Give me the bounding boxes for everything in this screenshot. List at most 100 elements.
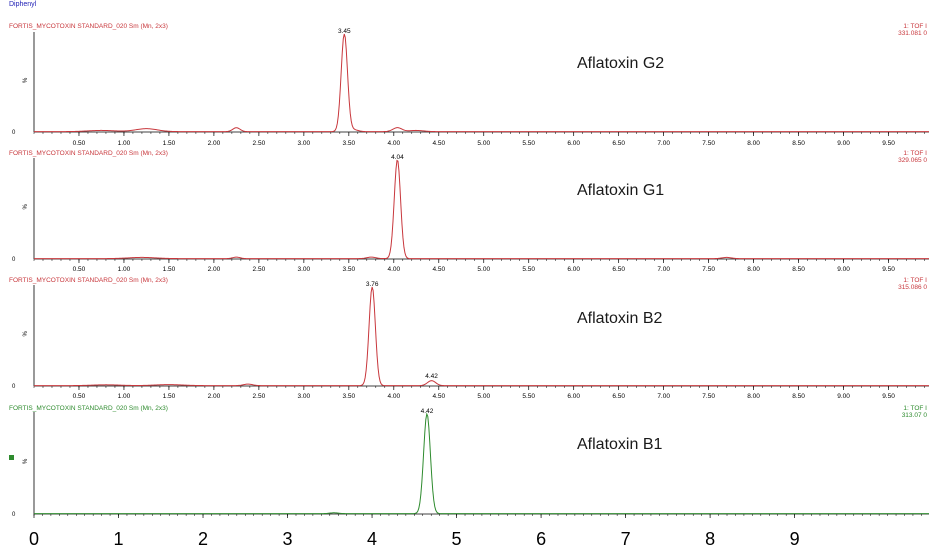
y-zero-label: 0 (12, 512, 16, 518)
y-axis-label: % (23, 77, 29, 83)
chromatogram-trace (34, 33, 929, 133)
x-tick-label: 1.00 (118, 393, 131, 400)
x-tick-label: 3.00 (298, 266, 311, 273)
x-tick-label: 6.00 (567, 266, 580, 273)
x-tick-label: 0 (29, 529, 39, 546)
x-tick-label: 3.00 (298, 393, 311, 400)
compound-annotation: Aflatoxin G1 (577, 182, 664, 199)
x-tick-label: 7 (621, 529, 631, 546)
peak-label: 3.76 (366, 281, 379, 288)
x-tick-label: 2.50 (253, 140, 266, 147)
x-tick-label: 3.50 (342, 140, 355, 147)
x-tick-label: 4.00 (387, 140, 400, 147)
series-marker (9, 455, 14, 460)
detector-label: 1: TOF I (903, 23, 927, 30)
x-tick-label: 5.50 (522, 140, 535, 147)
x-tick-label: 3 (283, 529, 293, 546)
peak-label: 4.42 (421, 408, 434, 415)
y-zero-label: 0 (12, 257, 16, 263)
detector-label: 1: TOF I (903, 277, 927, 284)
x-tick-label: 9.00 (837, 266, 850, 273)
x-tick-label: 5.50 (522, 393, 535, 400)
x-tick-label: 1.50 (163, 266, 176, 273)
x-tick-label: 4.50 (432, 140, 445, 147)
x-tick-label: 7.00 (657, 140, 670, 147)
x-tick-label: 8.00 (747, 140, 760, 147)
x-tick-label: 6.00 (567, 393, 580, 400)
x-tick-label: 7.00 (657, 393, 670, 400)
x-tick-label: 9.50 (882, 266, 895, 273)
x-tick-label: 4.00 (387, 266, 400, 273)
x-tick-label: 4.50 (432, 266, 445, 273)
x-tick-label: 1.50 (163, 393, 176, 400)
x-tick-label: 2.00 (208, 393, 221, 400)
mass-label: 313.07 0 (902, 412, 928, 419)
trace-label: FORTIS_MYCOTOXIN STANDARD_020 Sm (Mn, 2x… (9, 405, 168, 412)
compound-annotation: Aflatoxin G2 (577, 55, 664, 72)
trace-label: FORTIS_MYCOTOXIN STANDARD_020 Sm (Mn, 2x… (9, 277, 168, 284)
x-tick-label: 2.50 (253, 393, 266, 400)
x-tick-label: 5.00 (477, 140, 490, 147)
x-tick-label: 8.00 (747, 266, 760, 273)
x-tick-label: 2.50 (253, 266, 266, 273)
x-tick-label: 3.00 (298, 140, 311, 147)
x-tick-label: 8.50 (792, 393, 805, 400)
x-tick-label: 7.50 (702, 266, 715, 273)
peak-label: 4.04 (391, 154, 404, 161)
mass-label: 331.081 0 (898, 30, 927, 37)
x-tick-label: 0.50 (73, 266, 86, 273)
compound-annotation: Aflatoxin B1 (577, 436, 662, 453)
x-tick-label: 1 (114, 529, 124, 546)
secondary-peak-label: 4.42 (425, 373, 438, 380)
chromatogram-trace (34, 159, 929, 260)
x-tick-label: 6.50 (612, 393, 625, 400)
x-tick-label: 0.50 (73, 393, 86, 400)
x-tick-label: 6 (536, 529, 546, 546)
x-tick-label: 2.00 (208, 266, 221, 273)
mass-label: 315.086 0 (898, 284, 927, 291)
y-zero-label: 0 (12, 384, 16, 390)
compound-annotation: Aflatoxin B2 (577, 310, 662, 327)
x-tick-label: 5.50 (522, 266, 535, 273)
x-tick-label: 2 (198, 529, 208, 546)
x-tick-label: 1.00 (118, 266, 131, 273)
chromatogram-trace (34, 286, 929, 387)
x-tick-label: 8 (705, 529, 715, 546)
x-tick-label: 6.00 (567, 140, 580, 147)
x-tick-label: 7.00 (657, 266, 670, 273)
x-tick-label: 3.50 (342, 266, 355, 273)
x-tick-label: 8.00 (747, 393, 760, 400)
x-tick-label: 7.50 (702, 393, 715, 400)
x-tick-label: 8.50 (792, 140, 805, 147)
trace-label: FORTIS_MYCOTOXIN STANDARD_020 Sm (Mn, 2x… (9, 23, 168, 30)
detector-label: 1: TOF I (903, 150, 927, 157)
x-tick-label: 9.00 (837, 393, 850, 400)
detector-label: 1: TOF I (903, 405, 927, 412)
x-tick-label: 1.50 (163, 140, 176, 147)
trace-label: FORTIS_MYCOTOXIN STANDARD_020 Sm (Mn, 2x… (9, 150, 168, 157)
x-tick-label: 3.50 (342, 393, 355, 400)
x-tick-label: 8.50 (792, 266, 805, 273)
y-zero-label: 0 (12, 130, 16, 136)
x-tick-label: 4.50 (432, 393, 445, 400)
x-tick-label: 0.50 (73, 140, 86, 147)
x-tick-label: 9 (790, 529, 800, 546)
x-tick-label: 6.50 (612, 266, 625, 273)
x-tick-label: 1.00 (118, 140, 131, 147)
x-tick-label: 2.00 (208, 140, 221, 147)
page-title: Diphenyl (9, 1, 37, 8)
x-tick-label: 5.00 (477, 266, 490, 273)
chromatogram-trace (34, 412, 929, 515)
y-axis-label: % (23, 331, 29, 337)
x-tick-label: 5.00 (477, 393, 490, 400)
x-tick-label: 4 (367, 529, 377, 546)
x-tick-label: 7.50 (702, 140, 715, 147)
y-axis-label: % (23, 458, 29, 464)
x-tick-label: 9.50 (882, 393, 895, 400)
x-tick-label: 4.00 (387, 393, 400, 400)
y-axis-label: % (23, 204, 29, 210)
x-tick-label: 9.50 (882, 140, 895, 147)
x-tick-label: 9.00 (837, 140, 850, 147)
peak-label: 3.45 (338, 28, 351, 35)
